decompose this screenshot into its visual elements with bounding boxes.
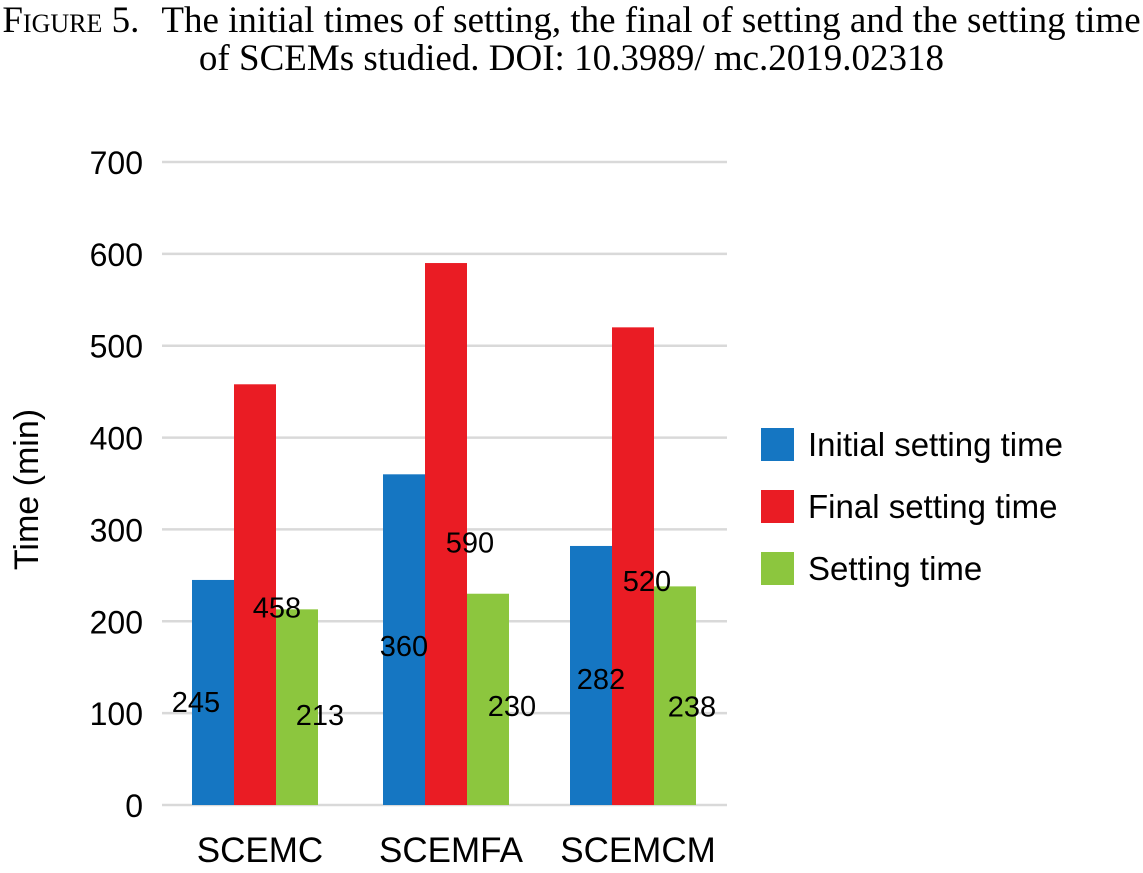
data-label: 458 — [253, 593, 301, 625]
x-category-label: SCEMCM — [560, 831, 716, 870]
legend-label: Initial setting time — [808, 426, 1063, 463]
legend-label: Final setting time — [808, 488, 1057, 525]
bar-scemcm-series-3 — [654, 586, 696, 805]
x-category-label: SCEMFA — [379, 831, 524, 870]
bar-scemc-series-3 — [276, 609, 318, 805]
y-tick-label: 300 — [90, 512, 143, 548]
legend: Initial setting time Final setting time Se… — [761, 426, 1063, 587]
figure-caption: Figure 5. The initial times of setting, t… — [0, 2, 1143, 78]
legend-label: Setting time — [808, 550, 982, 587]
bar-scemcm-series-1 — [570, 545, 612, 805]
bar-scemcm-series-2 — [612, 327, 654, 805]
y-tick-label: 0 — [125, 788, 143, 824]
data-label: 590 — [446, 527, 494, 559]
bars — [192, 263, 696, 805]
y-tick-label: 500 — [90, 329, 143, 365]
bar-scemfa-series-1 — [383, 474, 425, 805]
data-label: 520 — [623, 566, 671, 598]
data-label: 245 — [172, 687, 220, 719]
x-axis-categories: SCEMC SCEMFA SCEMCM — [197, 831, 716, 870]
data-label: 213 — [296, 700, 344, 732]
x-category-label: SCEMC — [197, 831, 323, 870]
figure-label: Figure 5. — [2, 0, 140, 41]
y-axis-ticks: 0 100 200 300 400 500 600 700 — [90, 145, 143, 824]
y-tick-label: 700 — [90, 145, 143, 181]
data-label: 238 — [668, 692, 716, 724]
data-label: 230 — [488, 691, 536, 723]
y-tick-label: 200 — [90, 604, 143, 640]
caption-text: The initial times of setting, the final … — [161, 0, 1141, 79]
legend-swatch — [761, 428, 794, 461]
y-tick-label: 400 — [90, 421, 143, 457]
bar-scemfa-series-3 — [467, 593, 509, 805]
bar-scemfa-series-2 — [425, 263, 467, 805]
data-label: 282 — [577, 664, 625, 696]
legend-swatch — [761, 552, 794, 585]
y-tick-label: 100 — [90, 696, 143, 732]
data-label: 360 — [380, 631, 428, 663]
y-axis-title: Time (min) — [8, 409, 46, 570]
data-labels: 245 458 213 360 590 230 282 520 238 — [172, 527, 716, 732]
bar-scemc-series-1 — [192, 579, 234, 805]
bar-scemc-series-2 — [234, 384, 276, 805]
y-tick-label: 600 — [90, 237, 143, 273]
legend-swatch — [761, 490, 794, 523]
